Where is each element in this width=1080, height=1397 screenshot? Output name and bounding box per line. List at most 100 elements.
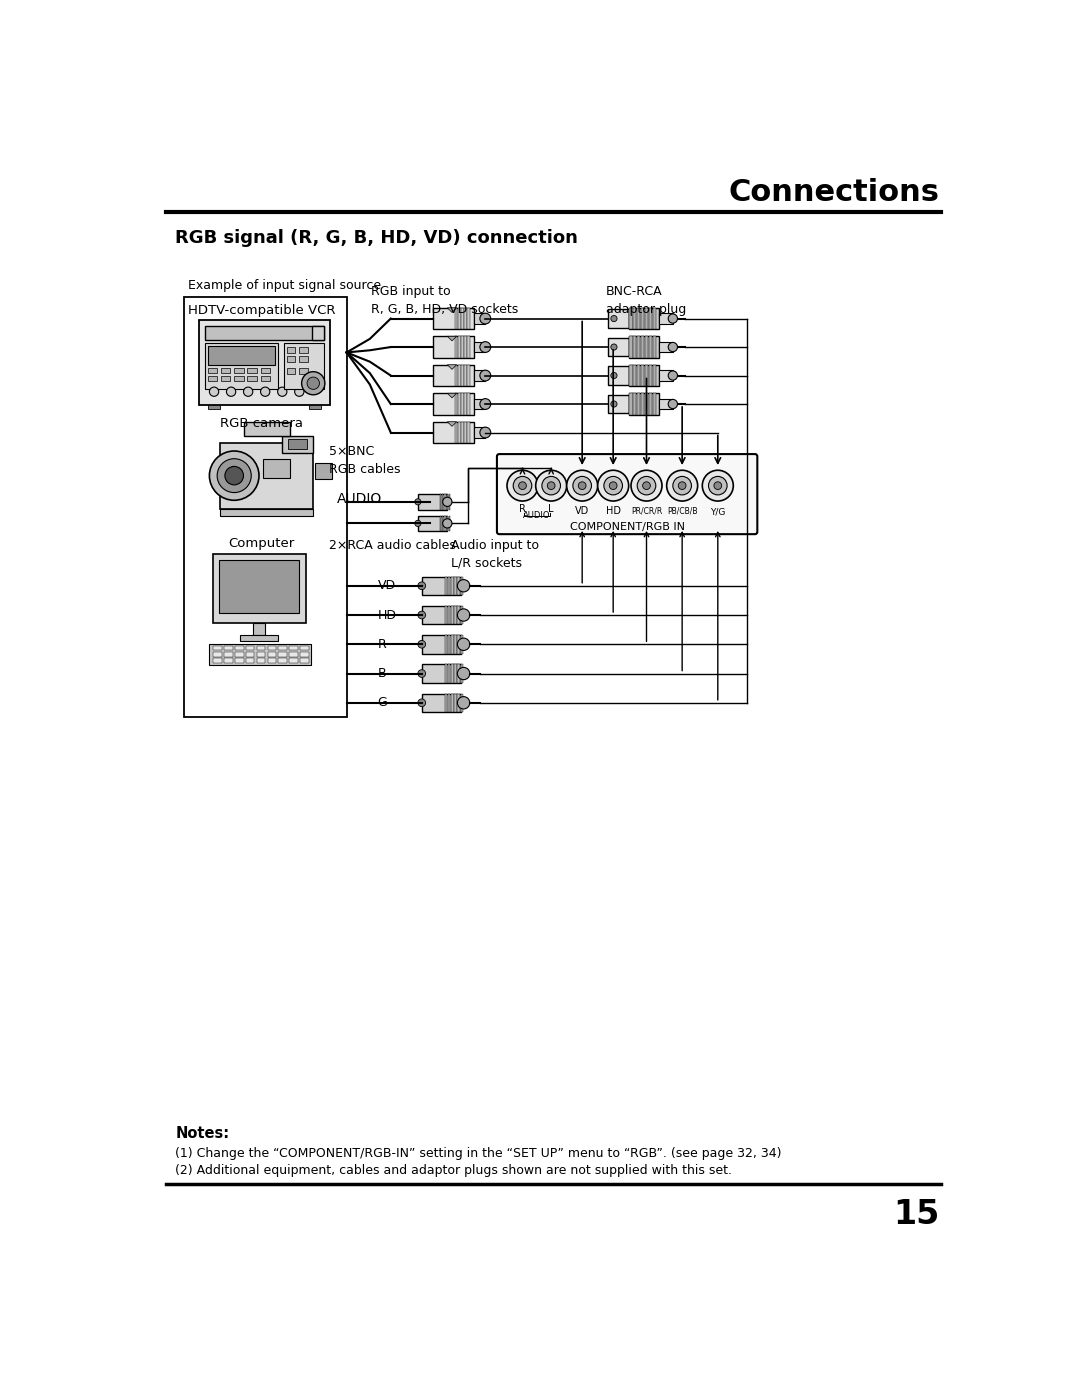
Bar	[458, 577, 460, 595]
Bar	[246, 645, 255, 651]
Bar	[460, 577, 463, 595]
Bar	[652, 393, 656, 415]
Bar	[213, 652, 221, 657]
Bar	[633, 393, 636, 415]
Circle shape	[637, 476, 656, 495]
Bar	[455, 307, 458, 330]
Bar	[448, 665, 450, 683]
Bar	[246, 658, 255, 662]
Bar	[468, 365, 470, 387]
Bar	[235, 652, 243, 657]
Bar	[445, 606, 447, 624]
Bar	[240, 636, 279, 641]
Circle shape	[418, 610, 426, 619]
Text: Computer: Computer	[228, 536, 295, 550]
Circle shape	[210, 387, 218, 397]
Bar	[630, 393, 659, 415]
Bar	[418, 515, 447, 531]
Circle shape	[609, 482, 617, 489]
Bar	[608, 366, 630, 384]
Bar	[433, 337, 474, 358]
Text: BNC-RCA
adaptor plug: BNC-RCA adaptor plug	[606, 285, 687, 316]
Bar	[207, 367, 217, 373]
Bar	[433, 393, 474, 415]
Text: 15: 15	[893, 1199, 940, 1231]
Circle shape	[415, 520, 421, 527]
Text: RGB input to
R, G, B, HD, VD sockets: RGB input to R, G, B, HD, VD sockets	[372, 285, 518, 316]
Bar	[468, 393, 470, 415]
Bar	[442, 515, 444, 531]
Bar	[205, 344, 279, 390]
Circle shape	[669, 342, 677, 352]
Bar	[649, 393, 652, 415]
Bar	[235, 658, 243, 662]
Circle shape	[572, 476, 592, 495]
Bar	[289, 652, 298, 657]
Circle shape	[702, 471, 733, 502]
Bar	[260, 367, 270, 373]
Text: AUDIO: AUDIO	[337, 492, 381, 507]
Bar	[225, 652, 232, 657]
Bar	[243, 422, 291, 436]
Bar	[279, 645, 287, 651]
Bar	[649, 337, 652, 358]
Bar	[184, 298, 347, 717]
Bar	[213, 555, 306, 623]
Bar	[461, 337, 463, 358]
Circle shape	[458, 580, 470, 592]
Bar	[608, 309, 630, 328]
Circle shape	[678, 482, 686, 489]
Bar	[474, 427, 485, 437]
Bar	[445, 636, 447, 654]
Bar	[300, 652, 309, 657]
Bar	[312, 327, 324, 339]
Bar	[309, 405, 321, 409]
Circle shape	[567, 471, 597, 502]
Bar	[464, 365, 467, 387]
Circle shape	[480, 313, 490, 324]
Bar	[464, 422, 467, 443]
Circle shape	[597, 471, 629, 502]
Bar	[451, 577, 454, 595]
Bar	[633, 307, 636, 330]
Circle shape	[260, 387, 270, 397]
Bar	[220, 443, 313, 509]
Circle shape	[513, 476, 531, 495]
Bar	[247, 367, 257, 373]
Circle shape	[418, 669, 426, 678]
Circle shape	[480, 427, 490, 437]
Bar	[207, 376, 217, 381]
Circle shape	[669, 400, 677, 409]
Bar	[449, 515, 450, 531]
Bar	[642, 365, 644, 387]
Bar	[422, 693, 460, 712]
Bar	[461, 307, 463, 330]
Circle shape	[458, 638, 470, 651]
Circle shape	[669, 314, 677, 323]
Bar	[234, 367, 243, 373]
Bar	[445, 693, 447, 712]
Circle shape	[443, 518, 451, 528]
Circle shape	[418, 583, 426, 590]
Polygon shape	[447, 393, 457, 398]
Bar	[422, 665, 460, 683]
Bar	[455, 365, 458, 387]
Bar	[630, 337, 659, 358]
Circle shape	[458, 668, 470, 680]
Bar	[440, 515, 441, 531]
Bar	[633, 365, 636, 387]
Bar	[205, 327, 324, 339]
Bar	[288, 440, 307, 448]
Circle shape	[458, 609, 470, 622]
Circle shape	[480, 342, 490, 352]
Bar	[444, 495, 446, 510]
Text: 2×RCA audio cables: 2×RCA audio cables	[328, 539, 456, 552]
Bar	[314, 462, 332, 479]
Circle shape	[307, 377, 320, 390]
Bar	[455, 393, 458, 415]
Bar	[284, 344, 324, 390]
Circle shape	[666, 471, 698, 502]
Bar	[645, 393, 648, 415]
Bar	[633, 337, 636, 358]
Text: G: G	[378, 696, 388, 710]
